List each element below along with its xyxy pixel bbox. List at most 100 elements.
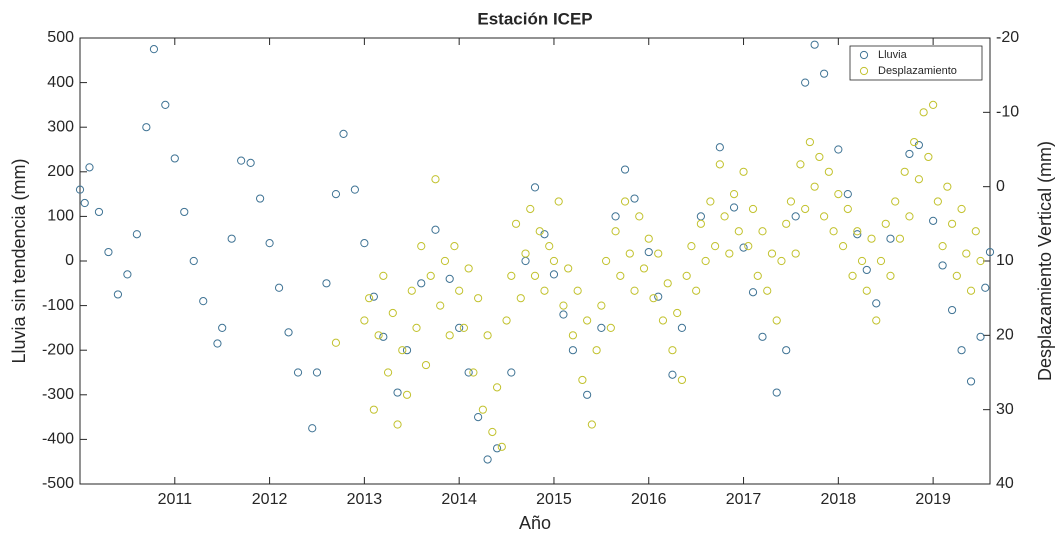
point	[715, 160, 724, 169]
y-tick-label: 400	[47, 74, 74, 91]
point	[578, 375, 587, 385]
point	[857, 256, 867, 266]
y2-tick-label: 40	[996, 475, 1014, 492]
y2-tick-label: 30	[996, 401, 1014, 418]
point	[758, 332, 767, 341]
y-tick-label: -200	[42, 341, 74, 358]
point	[218, 323, 227, 332]
point	[308, 424, 317, 433]
point	[559, 301, 568, 310]
point	[474, 413, 483, 422]
point	[682, 271, 691, 280]
x-tick-label: 2011	[158, 491, 193, 508]
point	[611, 212, 620, 221]
point	[635, 212, 644, 221]
point	[810, 182, 819, 191]
point	[431, 225, 440, 234]
point	[729, 190, 739, 199]
point	[966, 286, 976, 295]
point	[971, 227, 980, 236]
point	[545, 242, 554, 251]
point	[677, 375, 687, 385]
point	[668, 370, 677, 379]
point	[829, 227, 838, 236]
point	[919, 108, 928, 117]
y-tick-label: -500	[42, 475, 74, 492]
point	[583, 316, 592, 325]
point	[962, 249, 971, 258]
point	[933, 197, 942, 206]
point	[180, 207, 189, 217]
point	[564, 264, 573, 273]
point	[772, 388, 781, 397]
point	[801, 78, 810, 87]
point	[862, 286, 871, 295]
point	[758, 227, 767, 236]
point	[369, 405, 378, 414]
point	[274, 283, 284, 292]
point	[426, 271, 435, 280]
point	[383, 368, 393, 377]
point	[350, 185, 359, 194]
point	[668, 346, 677, 355]
x-tick-label: 2013	[347, 491, 383, 508]
point	[895, 234, 905, 243]
point	[886, 271, 895, 280]
point	[843, 190, 852, 199]
point	[853, 230, 862, 239]
point	[782, 346, 791, 355]
point	[227, 234, 236, 243]
point	[824, 167, 833, 176]
point	[123, 270, 132, 279]
point	[985, 247, 995, 257]
point	[630, 194, 639, 203]
point	[568, 331, 578, 340]
point	[365, 294, 374, 303]
y2-tick-label: -10	[996, 104, 1019, 121]
y2-tick-label: 0	[996, 178, 1005, 195]
point	[625, 249, 634, 258]
point	[502, 316, 511, 325]
point	[483, 331, 492, 340]
point	[947, 219, 957, 228]
x-tick-label: 2014	[441, 491, 477, 508]
point	[782, 219, 791, 228]
point	[379, 271, 388, 280]
point	[739, 243, 748, 252]
x-tick-label: 2019	[915, 491, 951, 508]
legend-marker	[859, 66, 869, 76]
point	[872, 316, 881, 325]
point	[876, 256, 886, 266]
point	[763, 286, 772, 295]
point	[862, 265, 871, 275]
point	[706, 197, 715, 206]
point	[339, 129, 348, 138]
point	[80, 198, 89, 208]
point	[445, 331, 454, 340]
y-tick-label: 0	[65, 252, 74, 269]
point	[549, 270, 559, 279]
point	[402, 346, 412, 355]
point	[767, 249, 777, 258]
point	[549, 256, 559, 266]
point	[673, 308, 682, 318]
point	[402, 390, 412, 399]
point	[379, 332, 388, 341]
legend-marker	[859, 50, 869, 60]
point	[293, 368, 303, 377]
point	[189, 256, 198, 266]
point	[601, 256, 611, 266]
point	[431, 175, 440, 184]
point	[658, 316, 668, 325]
point	[393, 388, 402, 397]
y-tick-label: 200	[47, 163, 74, 180]
point	[113, 290, 123, 299]
point	[720, 212, 729, 221]
point	[753, 271, 762, 280]
point	[677, 323, 687, 332]
point	[820, 69, 829, 78]
point	[393, 420, 402, 429]
point	[149, 45, 159, 54]
x-tick-label: 2012	[252, 491, 288, 508]
